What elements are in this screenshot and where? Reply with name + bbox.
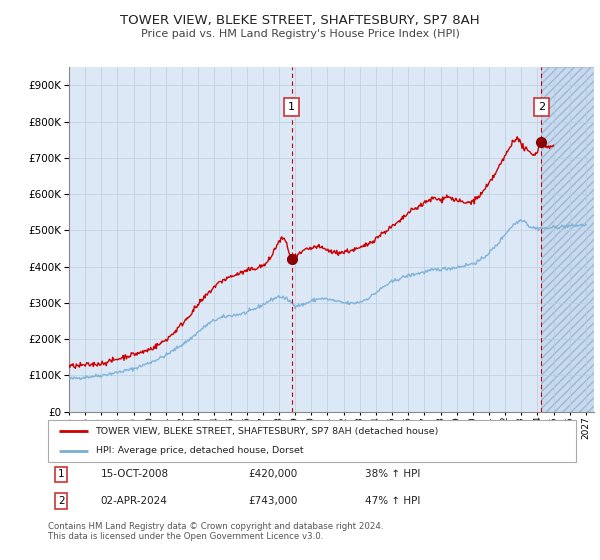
Text: 02-APR-2024: 02-APR-2024 [101,496,167,506]
Bar [541,67,594,412]
Text: TOWER VIEW, BLEKE STREET, SHAFTESBURY, SP7 8AH: TOWER VIEW, BLEKE STREET, SHAFTESBURY, S… [120,14,480,27]
Text: Price paid vs. HM Land Registry's House Price Index (HPI): Price paid vs. HM Land Registry's House … [140,29,460,39]
Text: 2: 2 [538,102,545,112]
Text: Contains HM Land Registry data © Crown copyright and database right 2024.
This d: Contains HM Land Registry data © Crown c… [48,522,383,542]
Text: 38% ↑ HPI: 38% ↑ HPI [365,469,420,479]
Text: 1: 1 [288,102,295,112]
Text: 2: 2 [58,496,65,506]
Text: HPI: Average price, detached house, Dorset: HPI: Average price, detached house, Dors… [95,446,303,455]
Text: £420,000: £420,000 [248,469,298,479]
Text: £743,000: £743,000 [248,496,298,506]
Text: 47% ↑ HPI: 47% ↑ HPI [365,496,420,506]
Bar [541,67,594,412]
Text: TOWER VIEW, BLEKE STREET, SHAFTESBURY, SP7 8AH (detached house): TOWER VIEW, BLEKE STREET, SHAFTESBURY, S… [95,427,439,436]
Text: 1: 1 [58,469,65,479]
Text: 15-OCT-2008: 15-OCT-2008 [101,469,169,479]
